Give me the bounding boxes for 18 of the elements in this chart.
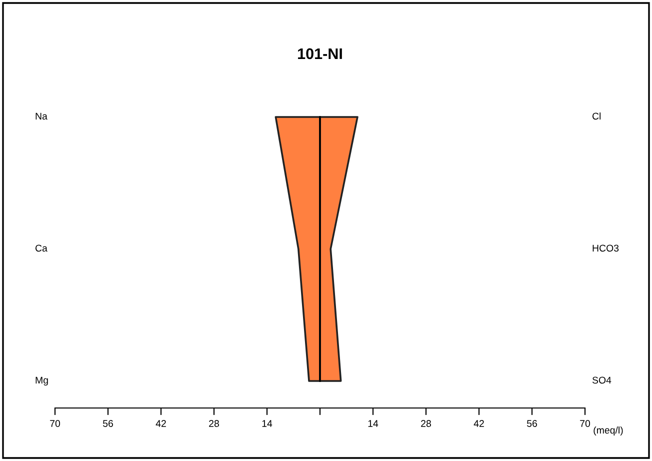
x-tick-label: 56 <box>526 420 537 427</box>
x-tick-label: 14 <box>262 420 272 427</box>
x-tick-label: 70 <box>580 420 590 427</box>
y-tick-label: Mg <box>36 376 48 386</box>
y-tick-label: Ca <box>35 244 48 252</box>
x-tick-label: 28 <box>209 420 219 427</box>
x-axis-title: (meq/l) <box>594 426 623 436</box>
x-tick-label: 70 <box>50 420 60 427</box>
x-tick-label: 42 <box>474 420 484 427</box>
x-tick-label: 42 <box>156 420 166 427</box>
y2-tick-label: SO4 <box>592 376 612 384</box>
y-tick-label: Na <box>36 112 48 120</box>
y2-tick-label: Cl <box>592 112 601 120</box>
x-tick-label: 28 <box>421 420 431 427</box>
y2-tick-label: HCO3 <box>592 244 619 252</box>
x-tick-label: 56 <box>102 420 113 427</box>
x-tick-label: 14 <box>368 420 378 427</box>
chart-title: 101-NI <box>298 48 342 60</box>
